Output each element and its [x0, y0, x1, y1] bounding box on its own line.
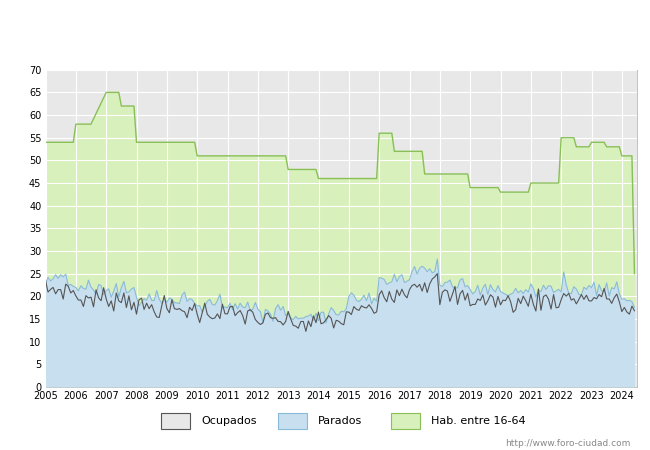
FancyBboxPatch shape: [391, 413, 420, 429]
Text: Hab. entre 16-64: Hab. entre 16-64: [430, 416, 525, 426]
FancyBboxPatch shape: [278, 413, 307, 429]
Text: http://www.foro-ciudad.com: http://www.foro-ciudad.com: [505, 439, 630, 448]
Text: Valverde de los Arroyos - Evolucion de la poblacion en edad de Trabajar Mayo de : Valverde de los Arroyos - Evolucion de l…: [36, 8, 614, 21]
Text: Parados: Parados: [318, 416, 362, 426]
Text: Ocupados: Ocupados: [202, 416, 257, 426]
FancyBboxPatch shape: [161, 413, 190, 429]
